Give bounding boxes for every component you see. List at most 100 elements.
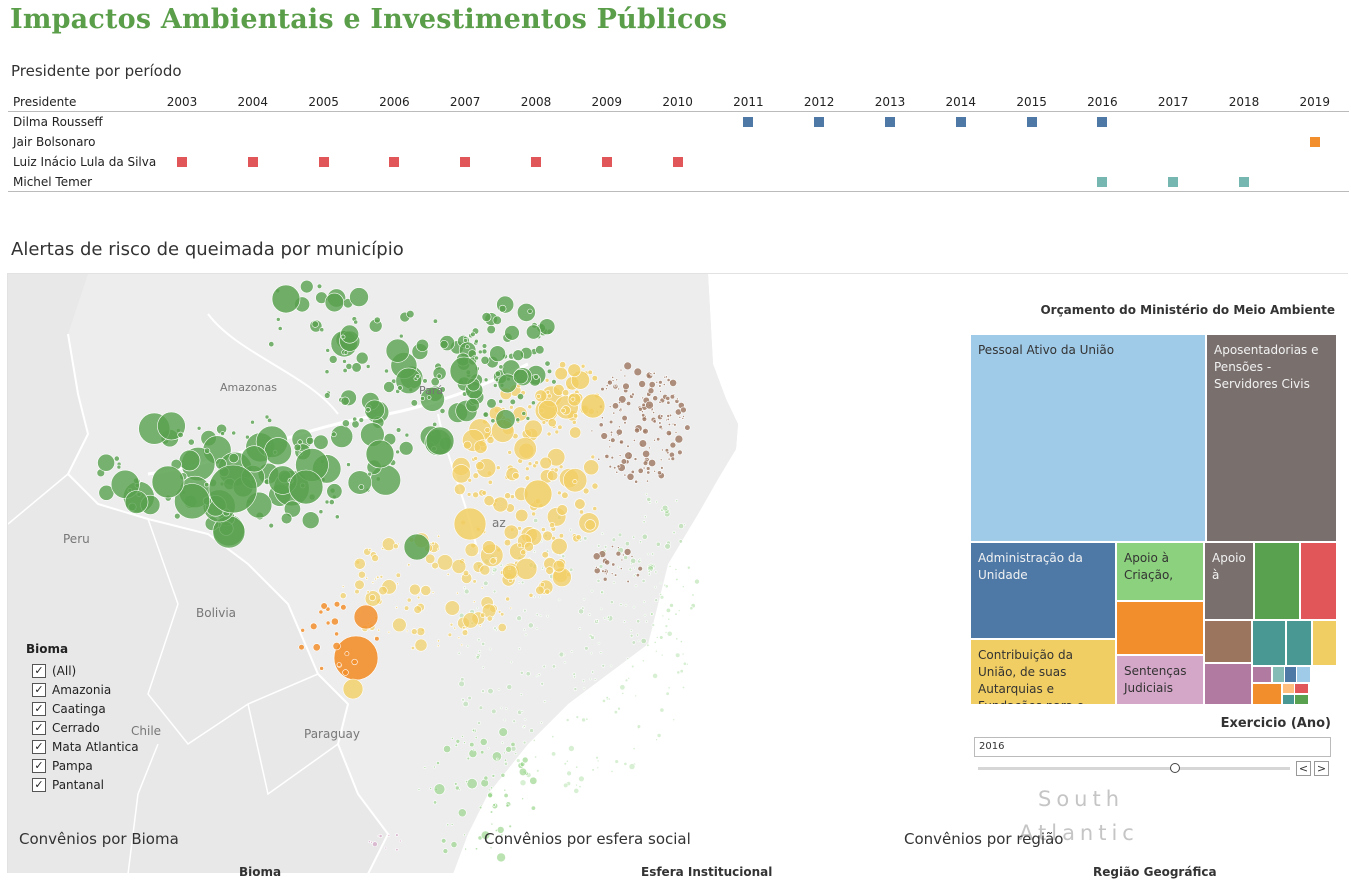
tile-small[interactable] — [1296, 666, 1311, 683]
municipality-bubble[interactable] — [570, 396, 576, 402]
municipality-bubble[interactable] — [626, 401, 632, 407]
municipality-bubble[interactable] — [626, 579, 630, 584]
municipality-bubble[interactable] — [679, 669, 684, 674]
municipality-bubble[interactable] — [541, 420, 547, 425]
municipality-bubble[interactable] — [483, 775, 489, 781]
municipality-bubble[interactable] — [589, 651, 593, 655]
municipality-bubble[interactable] — [458, 680, 465, 688]
municipality-bubble[interactable] — [528, 592, 534, 598]
municipality-bubble[interactable] — [512, 719, 517, 724]
municipality-bubble[interactable] — [377, 628, 381, 632]
municipality-bubble[interactable] — [509, 606, 513, 610]
municipality-bubble[interactable] — [353, 557, 366, 570]
municipality-bubble[interactable] — [535, 345, 545, 355]
municipality-bubble[interactable] — [640, 637, 647, 644]
municipality-bubble[interactable] — [666, 400, 671, 405]
municipality-bubble[interactable] — [575, 715, 579, 719]
municipality-bubble[interactable] — [597, 457, 601, 461]
municipality-bubble[interactable] — [633, 566, 636, 570]
municipality-bubble[interactable] — [531, 511, 536, 517]
municipality-bubble[interactable] — [396, 582, 399, 586]
municipality-bubble[interactable] — [492, 589, 497, 594]
municipality-bubble[interactable] — [293, 443, 302, 452]
municipality-bubble[interactable] — [531, 400, 536, 406]
municipality-bubble[interactable] — [610, 544, 614, 548]
municipality-bubble[interactable] — [480, 586, 484, 590]
municipality-bubble[interactable] — [495, 465, 501, 470]
municipality-bubble[interactable] — [502, 564, 518, 580]
municipality-bubble[interactable] — [659, 581, 663, 585]
municipality-bubble[interactable] — [566, 781, 571, 786]
municipality-bubble[interactable] — [474, 736, 478, 740]
municipality-bubble[interactable] — [676, 397, 679, 401]
municipality-bubble[interactable] — [621, 415, 628, 422]
municipality-bubble[interactable] — [669, 379, 677, 387]
municipality-bubble[interactable] — [415, 338, 429, 352]
municipality-bubble[interactable] — [674, 568, 678, 571]
municipality-bubble[interactable] — [600, 432, 608, 440]
municipality-bubble[interactable] — [608, 405, 612, 408]
municipality-bubble[interactable] — [652, 419, 657, 424]
municipality-bubble[interactable] — [384, 846, 388, 850]
municipality-bubble[interactable] — [573, 788, 580, 794]
municipality-bubble[interactable] — [620, 558, 624, 562]
municipality-bubble[interactable] — [654, 649, 658, 653]
municipality-bubble[interactable] — [608, 439, 611, 442]
municipality-bubble[interactable] — [667, 457, 671, 461]
tile-sentencas[interactable]: Sentenças Judiciais — [1116, 655, 1204, 705]
municipality-bubble[interactable] — [516, 393, 524, 401]
municipality-bubble[interactable] — [650, 612, 654, 616]
municipality-bubble[interactable] — [601, 663, 606, 668]
municipality-bubble[interactable] — [544, 588, 551, 595]
municipality-bubble[interactable] — [437, 547, 441, 551]
municipality-bubble[interactable] — [588, 613, 591, 616]
municipality-bubble[interactable] — [654, 570, 658, 574]
municipality-bubble[interactable] — [658, 384, 662, 388]
municipality-bubble[interactable] — [275, 317, 281, 322]
municipality-bubble[interactable] — [324, 369, 330, 375]
municipality-bubble[interactable] — [399, 441, 414, 456]
municipality-bubble[interactable] — [582, 686, 586, 690]
municipality-bubble[interactable] — [601, 532, 604, 536]
municipality-bubble[interactable] — [231, 430, 237, 436]
municipality-bubble[interactable] — [464, 847, 467, 851]
municipality-bubble[interactable] — [340, 604, 347, 611]
municipality-bubble[interactable] — [535, 627, 539, 630]
municipality-bubble[interactable] — [619, 567, 623, 571]
municipality-bubble[interactable] — [622, 382, 630, 391]
municipality-bubble[interactable] — [358, 417, 364, 423]
municipality-bubble[interactable] — [666, 414, 671, 418]
municipality-bubble[interactable] — [621, 691, 625, 695]
municipality-bubble[interactable] — [571, 419, 577, 425]
municipality-bubble[interactable] — [116, 464, 122, 470]
municipality-bubble[interactable] — [465, 780, 469, 784]
municipality-bubble[interactable] — [484, 427, 491, 434]
municipality-bubble[interactable] — [648, 381, 656, 389]
municipality-bubble[interactable] — [630, 469, 635, 474]
municipality-bubble[interactable] — [619, 439, 624, 445]
municipality-bubble[interactable] — [641, 410, 644, 413]
municipality-bubble[interactable] — [324, 292, 345, 313]
municipality-bubble[interactable] — [472, 748, 476, 752]
municipality-bubble[interactable] — [535, 585, 545, 595]
municipality-bubble[interactable] — [406, 309, 415, 319]
municipality-bubble[interactable] — [527, 461, 533, 466]
municipality-bubble[interactable] — [654, 585, 657, 589]
municipality-bubble[interactable] — [572, 672, 576, 676]
municipality-bubble[interactable] — [512, 472, 520, 480]
municipality-bubble[interactable] — [620, 458, 628, 465]
municipality-bubble[interactable] — [504, 707, 508, 710]
municipality-bubble[interactable] — [678, 523, 684, 529]
municipality-bubble[interactable] — [480, 778, 489, 788]
municipality-bubble[interactable] — [310, 622, 318, 630]
municipality-bubble[interactable] — [647, 387, 655, 394]
municipality-bubble[interactable] — [505, 803, 510, 808]
municipality-bubble[interactable] — [301, 511, 320, 529]
municipality-bubble[interactable] — [515, 557, 538, 580]
municipality-bubble[interactable] — [632, 574, 636, 578]
municipality-bubble[interactable] — [580, 363, 586, 369]
municipality-bubble[interactable] — [340, 324, 360, 344]
checkbox[interactable]: ✓ — [32, 758, 46, 773]
municipality-bubble[interactable] — [582, 597, 586, 601]
municipality-bubble[interactable] — [674, 431, 678, 434]
